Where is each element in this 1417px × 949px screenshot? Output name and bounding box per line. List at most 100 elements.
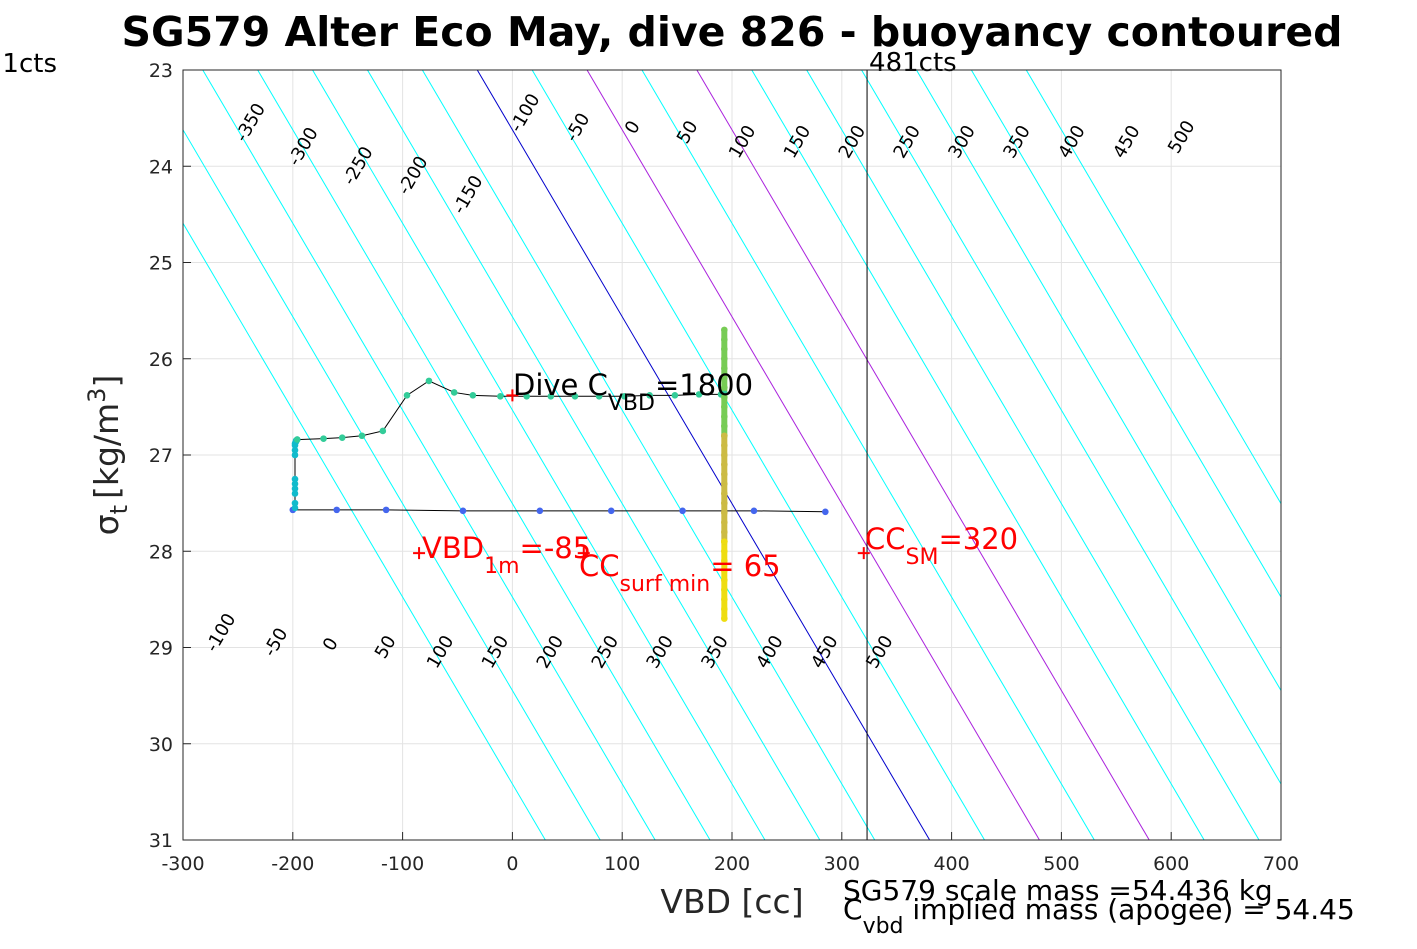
data-point (333, 506, 341, 514)
y-axis-label: σt [kg/m3] (83, 375, 133, 536)
data-point (450, 389, 458, 396)
data-point (571, 392, 579, 400)
contour-line (367, 70, 821, 840)
data-point (291, 446, 299, 454)
y-tick-label: 28 (149, 541, 173, 563)
data-point (379, 427, 387, 435)
y-axis-label-symbol: σ (87, 514, 126, 535)
y-tick-label: 27 (149, 445, 173, 467)
contour-line (806, 70, 1260, 840)
data-point (595, 392, 603, 400)
data-point (679, 507, 686, 515)
data-point (721, 490, 728, 497)
contour-line (476, 70, 931, 840)
data-point (721, 528, 728, 536)
data-point (338, 434, 346, 441)
cc-surf-min-value: = 65 (710, 549, 780, 583)
contour-line (970, 70, 1281, 599)
data-point (291, 451, 299, 459)
data-point (291, 485, 299, 492)
data-point (721, 586, 728, 594)
y-tick-label: 26 (149, 349, 173, 371)
data-series (289, 326, 829, 622)
y-tick-label: 25 (149, 253, 173, 275)
data-point (291, 480, 299, 488)
data-point (721, 345, 728, 353)
data-point (291, 475, 299, 483)
implied-mass-value: implied mass (apogee) = 54.45 (904, 893, 1355, 926)
contour-line (696, 70, 1150, 840)
x-tick-label: -100 (381, 853, 424, 875)
data-point (822, 508, 829, 516)
x-tick-label: -200 (271, 853, 314, 875)
data-point (291, 504, 299, 512)
data-point (646, 392, 653, 399)
y-tick-label: 24 (149, 156, 173, 178)
data-point (721, 403, 728, 411)
data-point (721, 355, 728, 363)
data-point (721, 547, 728, 555)
contour-line (1025, 70, 1281, 505)
dive-cvbd-main: Dive C (513, 368, 608, 402)
data-point (721, 422, 728, 430)
y-tick-label: 29 (149, 638, 173, 660)
data-point (721, 576, 728, 584)
data-point (721, 336, 728, 343)
x-axis-label: VBD [cc] (660, 882, 803, 921)
x-tick-label: 400 (933, 853, 969, 875)
implied-mass-main: C (843, 893, 863, 926)
data-point (721, 567, 728, 574)
contour-line (421, 70, 876, 840)
data-point (721, 519, 728, 526)
axis-ticks: -300 -200 -100 0 100 200 300 400 500 600 700 23 24 25… (149, 60, 1299, 875)
cc-surf-min-annotation: CCsurf min= 65 (579, 549, 781, 597)
data-point (721, 461, 728, 468)
data-point (721, 499, 728, 507)
data-point (721, 509, 728, 517)
data-point (358, 432, 366, 440)
contour-line (312, 70, 766, 840)
vbd-1m-annotation: VBD1m=-85 (422, 531, 591, 579)
cc-sm-sub: SM (906, 545, 939, 570)
contour-line (257, 70, 711, 840)
implied-mass-sub: vbd (863, 914, 904, 939)
implied-mass-annotation: Cvbd implied mass (apogee) = 54.45 (843, 893, 1355, 939)
contour-lines (183, 70, 1281, 840)
chart-title: SG579 Alter Eco May, dive 826 - buoyancy… (121, 8, 1342, 56)
x-tick-label: 0 (506, 853, 518, 875)
data-point (721, 605, 728, 613)
left-edge-label: 1cts (2, 49, 57, 79)
contour-line (586, 70, 1040, 840)
data-point (721, 557, 728, 565)
vertical-line-label: 481cts (869, 48, 957, 78)
vertical-line-group: 481cts (866, 48, 957, 840)
dive-cvbd-value: =1800 (655, 368, 753, 402)
data-point (459, 507, 467, 515)
cc-sm-annotation: CCSM=320 (865, 522, 1018, 570)
vbd-1m-sub: 1m (484, 554, 519, 579)
data-point (721, 393, 728, 401)
data-point (425, 377, 433, 385)
data-point (721, 413, 728, 420)
cc-surf-min-main: CC (579, 549, 620, 583)
y-axis-label-units: [kg/m (87, 403, 126, 499)
contour-line (861, 70, 1281, 785)
y-tick-label: 23 (149, 60, 173, 82)
cc-sm-main: CC (865, 522, 906, 556)
data-point (721, 615, 728, 622)
scale-mass-annotation: SG579 scale mass =54.436 kg (843, 874, 1273, 907)
x-tick-label: 300 (824, 853, 860, 875)
data-point (721, 442, 728, 449)
data-point (403, 392, 411, 399)
vbd-1m-value: =-85 (520, 531, 592, 565)
data-point (291, 490, 299, 497)
markers (413, 389, 870, 560)
data-point (695, 391, 703, 398)
x-tick-label: -300 (161, 853, 204, 875)
data-point (320, 435, 327, 442)
data-point (497, 392, 504, 400)
data-point (721, 432, 728, 440)
data-point (547, 392, 555, 400)
dive-cvbd-sub: VBD (608, 391, 655, 416)
